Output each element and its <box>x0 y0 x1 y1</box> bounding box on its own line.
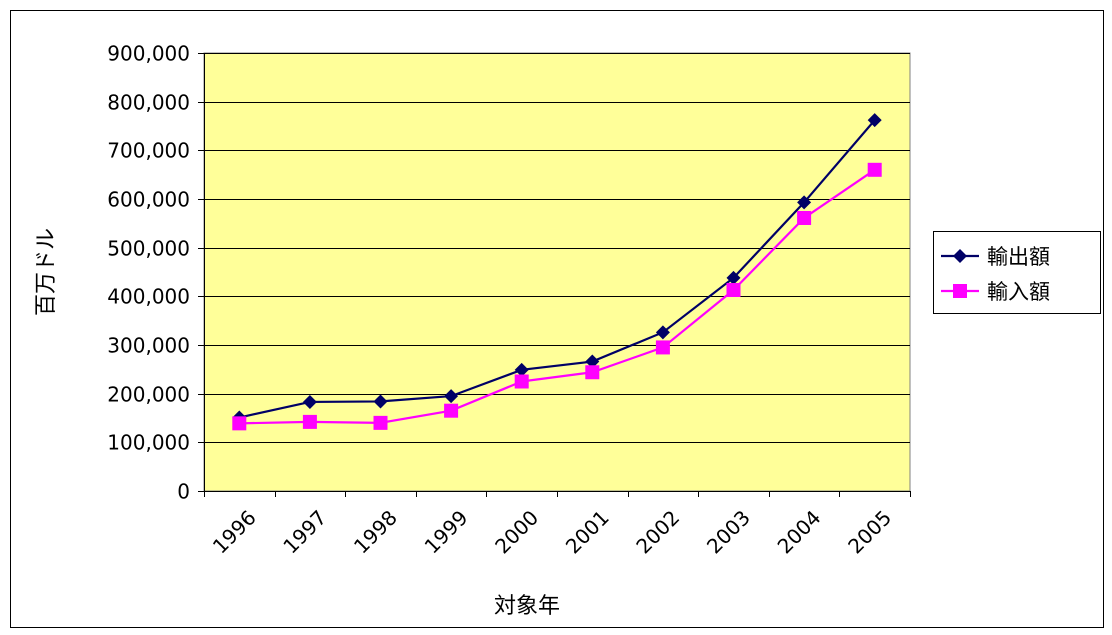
plot-area <box>203 52 911 492</box>
line-chart: 0 100,000 200,000 300,000 400,000 500,000 600,… <box>34 42 1101 619</box>
data-point <box>585 354 600 369</box>
x-tick-label: 2003 <box>702 505 755 558</box>
legend-marker <box>953 249 967 263</box>
legend-marker <box>953 284 967 298</box>
legend-label: 輸入額 <box>987 280 1050 304</box>
series-square <box>232 162 882 431</box>
x-tick-label: 2001 <box>561 505 614 558</box>
series-diamond <box>232 113 882 425</box>
legend-item: 輸出額 <box>941 245 1050 269</box>
x-tick-label: 2002 <box>631 505 684 558</box>
data-point <box>797 195 812 210</box>
x-tick-label: 2004 <box>773 505 826 558</box>
data-point <box>444 389 459 404</box>
data-point <box>726 270 741 285</box>
data-point <box>867 162 882 177</box>
y-tick-label: 300,000 <box>107 334 190 358</box>
y-tick-label: 0 <box>177 480 190 504</box>
data-point <box>302 394 317 409</box>
series-line <box>239 168 876 425</box>
data-point <box>373 394 388 409</box>
x-tick-label: 1997 <box>278 505 331 558</box>
y-tick-label: 700,000 <box>107 139 190 163</box>
series-layer <box>232 113 882 431</box>
data-point <box>655 340 670 355</box>
data-point <box>373 415 388 430</box>
y-tick-label: 200,000 <box>107 383 190 407</box>
data-point <box>797 210 812 225</box>
data-point <box>867 113 882 128</box>
data-point <box>444 403 459 418</box>
legend-label: 輸出額 <box>987 245 1050 269</box>
y-axis-title: 百万ドル <box>34 228 59 316</box>
data-point <box>726 283 741 298</box>
x-tick-label: 2000 <box>490 505 543 558</box>
data-point <box>514 362 529 377</box>
data-point <box>585 365 600 380</box>
y-axis-ticks: 0 100,000 200,000 300,000 400,000 500,000 600,… <box>107 42 910 504</box>
x-tick-label: 1998 <box>349 505 402 558</box>
data-point <box>302 414 317 429</box>
x-axis-title: 対象年 <box>494 594 560 619</box>
data-point <box>514 374 529 389</box>
y-tick-label: 600,000 <box>107 188 190 212</box>
x-tick-label: 1999 <box>420 505 473 558</box>
x-axis-ticks: 1996 1997 1998 1999 2000 2001 2002 2003 2004 2005 <box>204 491 911 558</box>
y-tick-label: 400,000 <box>107 285 190 309</box>
legend-item: 輸入額 <box>941 280 1050 304</box>
y-tick-label: 900,000 <box>107 42 190 66</box>
gridlines <box>204 53 910 443</box>
y-tick-label: 800,000 <box>107 91 190 115</box>
x-tick-label: 1996 <box>208 505 261 558</box>
data-point <box>655 325 670 340</box>
chart-frame: 0 100,000 200,000 300,000 400,000 500,000 600,… <box>10 10 1104 628</box>
y-tick-label: 500,000 <box>107 237 190 261</box>
legend-box <box>933 231 1101 314</box>
y-tick-label: 100,000 <box>107 431 190 455</box>
data-point <box>232 416 247 431</box>
series-line <box>239 119 876 419</box>
x-tick-label: 2005 <box>843 505 896 558</box>
